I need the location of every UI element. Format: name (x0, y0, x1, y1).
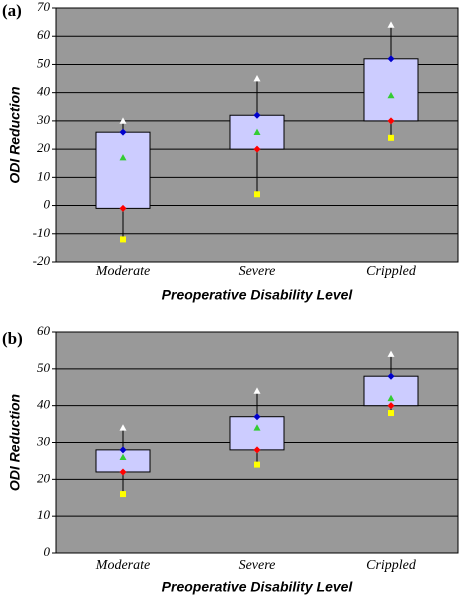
max-marker (387, 350, 395, 357)
y-tick-label: -20 (33, 253, 51, 268)
x-tick-label: Moderate (95, 558, 150, 573)
y-tick-label: 60 (37, 323, 51, 338)
mean-marker (253, 424, 261, 431)
q3-marker (387, 372, 395, 380)
panel-label: (b) (2, 329, 23, 348)
q1-marker (387, 402, 395, 410)
mean-marker (119, 154, 127, 161)
q3-marker (387, 55, 395, 63)
max-marker (119, 424, 127, 431)
y-tick-label: 60 (37, 27, 51, 42)
y-tick-label: 30 (36, 112, 51, 127)
mean-marker (387, 394, 395, 402)
q1-marker (387, 117, 395, 125)
y-tick-label: 10 (37, 507, 51, 522)
y-tick-label: -10 (33, 225, 51, 240)
max-marker (119, 117, 127, 124)
min-marker (388, 410, 394, 417)
q3-marker (253, 413, 261, 421)
x-tick-label: Crippled (366, 264, 417, 279)
box (363, 58, 419, 122)
q1-marker (119, 204, 127, 212)
box (363, 375, 419, 407)
y-tick-label: 70 (37, 0, 51, 14)
x-tick-label: Crippled (366, 558, 417, 573)
y-axis-title: ODI Reduction (7, 394, 23, 491)
y-tick-label: 20 (37, 470, 51, 485)
x-tick-label: Moderate (95, 264, 150, 279)
min-marker (120, 491, 126, 498)
max-marker (253, 387, 261, 394)
min-marker (388, 134, 394, 141)
q3-marker (253, 111, 261, 119)
x-axis-title: Preoperative Disability Level (162, 287, 354, 303)
y-tick-label: 50 (37, 360, 51, 375)
y-tick-label: 40 (37, 84, 51, 99)
q3-marker (119, 128, 127, 136)
y-tick-label: 10 (37, 168, 51, 183)
mean-marker (387, 91, 395, 99)
x-tick-label: Severe (239, 558, 276, 573)
box (229, 416, 285, 451)
y-tick-label: 50 (37, 55, 51, 70)
max-marker (253, 75, 261, 82)
q3-marker (119, 446, 127, 454)
x-axis-title: Preoperative Disability Level (162, 579, 354, 595)
y-tick-label: 40 (37, 397, 51, 412)
q1-marker (119, 468, 127, 476)
y-tick-label: 0 (44, 544, 51, 559)
mean-marker (253, 128, 261, 135)
min-marker (254, 191, 260, 198)
mean-marker (119, 453, 127, 461)
box (95, 131, 151, 209)
min-marker (120, 236, 126, 243)
min-marker (254, 461, 260, 468)
x-tick-label: Severe (239, 264, 276, 279)
q1-marker (253, 145, 261, 153)
q1-marker (253, 446, 261, 454)
y-tick-label: 30 (36, 433, 51, 448)
max-marker (387, 21, 395, 28)
y-tick-label: 20 (37, 140, 51, 155)
y-axis-title: ODI Reduction (7, 86, 23, 183)
panel-label: (a) (2, 1, 22, 20)
y-tick-label: 0 (44, 197, 51, 212)
